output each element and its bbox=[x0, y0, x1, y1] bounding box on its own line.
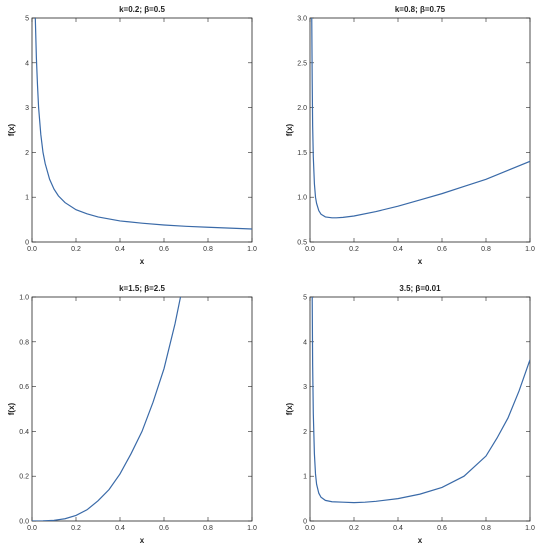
y-tick-label: 1.5 bbox=[297, 150, 307, 157]
x-tick-label: 0.4 bbox=[393, 246, 403, 253]
x-tick-label: 1.0 bbox=[247, 525, 257, 532]
chart-title: k=0.8; β=0.75 bbox=[395, 5, 446, 14]
x-tick-label: 0.6 bbox=[159, 525, 169, 532]
y-tick-label: 1.0 bbox=[19, 295, 29, 302]
x-tick-label: 0.2 bbox=[349, 525, 359, 532]
series-line-1 bbox=[34, 18, 252, 230]
y-tick-label: 2 bbox=[303, 429, 307, 436]
x-tick-label: 0.6 bbox=[159, 246, 169, 253]
y-tick-label: 3.0 bbox=[297, 16, 307, 23]
plot-frame bbox=[309, 296, 531, 522]
plot-frame bbox=[31, 296, 253, 522]
x-axis-label: x bbox=[140, 536, 145, 545]
x-tick-label: 0.2 bbox=[71, 246, 81, 253]
x-tick-label: 0.4 bbox=[115, 246, 125, 253]
x-axis-label: x bbox=[418, 257, 423, 266]
x-tick-label: 0.6 bbox=[437, 246, 447, 253]
x-tick-label: 0.0 bbox=[305, 525, 315, 532]
x-tick-label: 0.4 bbox=[393, 525, 403, 532]
y-tick-label: 1 bbox=[303, 474, 307, 481]
chart-panel-4: 3.5; β=0.01 0.0 0.2 0.4 0.6 0.8 1.0 0 1 2 3 4 5 x f(x) bbox=[285, 284, 535, 545]
chart-title: 3.5; β=0.01 bbox=[399, 284, 441, 293]
x-axis-label: x bbox=[418, 536, 423, 545]
chart-title: k=0.2; β=0.5 bbox=[119, 5, 165, 14]
y-axis-label: f(x) bbox=[285, 402, 294, 415]
y-tick-label: 1 bbox=[25, 195, 29, 202]
series-line-1 bbox=[311, 18, 530, 219]
x-tick-label: 0.0 bbox=[27, 246, 37, 253]
y-tick-label: 0.2 bbox=[19, 474, 29, 481]
chart-panel-3: k=1.5; β=2.5 0.0 0.2 0.4 0.6 0.8 1.0 0.0 0.2 0.4 0… bbox=[7, 284, 257, 545]
y-tick-label: 1.0 bbox=[297, 195, 307, 202]
x-tick-label: 0.4 bbox=[115, 525, 125, 532]
plot-frame bbox=[309, 17, 531, 243]
chart-title: k=1.5; β=2.5 bbox=[119, 284, 165, 293]
y-axis-label: f(x) bbox=[7, 402, 16, 415]
y-tick-label: 0.5 bbox=[297, 240, 307, 247]
series-line-1 bbox=[311, 297, 530, 504]
x-tick-label: 0.8 bbox=[481, 525, 491, 532]
y-tick-label: 4 bbox=[25, 60, 29, 67]
y-tick-label: 0 bbox=[303, 519, 307, 526]
x-tick-label: 0.6 bbox=[437, 525, 447, 532]
y-tick-label: 0.0 bbox=[19, 519, 29, 526]
y-tick-label: 2.0 bbox=[297, 105, 307, 112]
y-tick-label: 0.8 bbox=[19, 339, 29, 346]
series-line-1 bbox=[32, 297, 182, 521]
x-tick-label: 1.0 bbox=[525, 246, 535, 253]
x-tick-label: 0.8 bbox=[481, 246, 491, 253]
x-tick-label: 1.0 bbox=[247, 246, 257, 253]
y-tick-label: 3 bbox=[25, 105, 29, 112]
x-tick-label: 0.2 bbox=[349, 246, 359, 253]
y-tick-label: 2.5 bbox=[297, 60, 307, 67]
y-tick-label: 3 bbox=[303, 384, 307, 391]
y-axis-label: f(x) bbox=[285, 123, 294, 136]
y-tick-label: 0 bbox=[25, 240, 29, 247]
y-tick-label: 0.4 bbox=[19, 429, 29, 436]
y-tick-label: 4 bbox=[303, 339, 307, 346]
y-tick-label: 2 bbox=[25, 150, 29, 157]
y-tick-label: 0.6 bbox=[19, 384, 29, 391]
y-tick-label: 5 bbox=[303, 295, 307, 302]
x-tick-label: 0.0 bbox=[305, 246, 315, 253]
x-tick-label: 1.0 bbox=[525, 525, 535, 532]
x-tick-label: 0.8 bbox=[203, 525, 213, 532]
y-axis-label: f(x) bbox=[7, 123, 16, 136]
chart-panel-1: k=0.2; β=0.5 0.0 0.2 0.4 0.6 0.8 1.0 0 1 2 3 4 5 x f(x… bbox=[7, 5, 257, 266]
chart-panel-2: k=0.8; β=0.75 0.0 0.2 0.4 0.6 0.8 1.0 0.5 1.0 1.5… bbox=[285, 5, 535, 266]
x-tick-label: 0.0 bbox=[27, 525, 37, 532]
y-tick-label: 5 bbox=[25, 16, 29, 23]
x-axis-label: x bbox=[140, 257, 145, 266]
x-tick-label: 0.8 bbox=[203, 246, 213, 253]
plot-frame bbox=[31, 17, 253, 243]
x-tick-label: 0.2 bbox=[71, 525, 81, 532]
